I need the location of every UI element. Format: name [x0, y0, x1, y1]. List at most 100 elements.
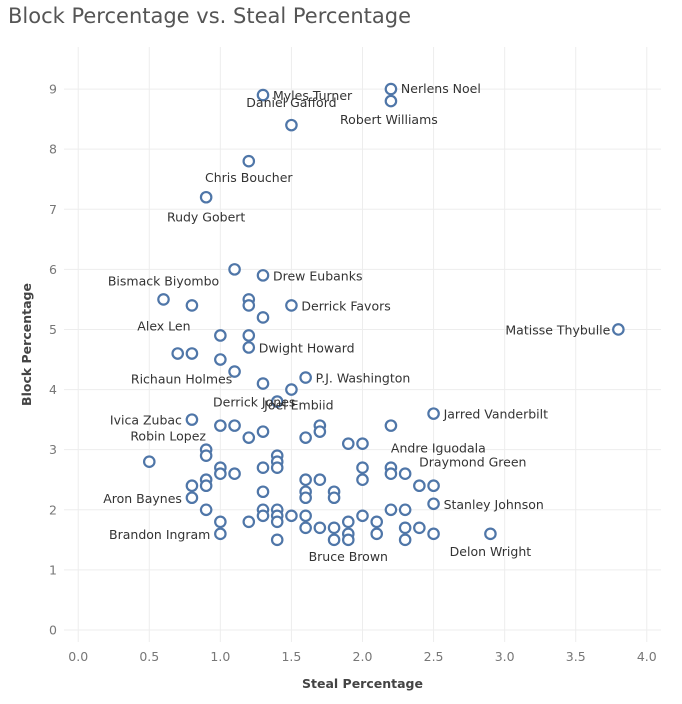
y-tick-label: 6: [49, 262, 57, 277]
chart-title: Block Percentage vs. Steal Percentage: [8, 4, 411, 28]
data-point: [384, 82, 398, 96]
data-point: [285, 383, 298, 396]
x-tick-label: 1.0: [210, 649, 230, 664]
data-point: [356, 473, 369, 487]
data-point: [256, 425, 270, 438]
point-label: Bismack Biyombo: [108, 273, 219, 288]
y-axis-ticks: 0 1 2 3 4 5 6 7 8 9: [49, 82, 57, 638]
data-point: [228, 419, 241, 432]
data-point: [313, 473, 327, 487]
data-point: [256, 311, 270, 324]
x-axis-ticks: 0.0 0.5 1.0 1.5 2.0 2.5 3.0 3.5 4.0: [68, 649, 656, 664]
data-point: [171, 347, 185, 360]
data-point: [214, 467, 227, 481]
data-point: [427, 407, 440, 420]
data-point: [384, 467, 398, 481]
data-point: [242, 515, 256, 529]
point-label: Daniel Gafford: [246, 95, 336, 110]
data-point: [398, 503, 412, 517]
data-point: [199, 479, 213, 493]
data-point: [384, 503, 398, 517]
point-label: Alex Len: [137, 318, 190, 333]
y-tick-label: 5: [49, 322, 57, 337]
data-point: [142, 455, 156, 468]
data-point: [327, 533, 341, 547]
data-point: [398, 521, 412, 535]
data-point: [256, 269, 270, 282]
data-point: [228, 467, 241, 481]
data-point: [214, 353, 227, 366]
data-point: [398, 533, 412, 547]
x-tick-label: 3.0: [495, 649, 515, 664]
data-point: [270, 515, 284, 529]
point-label: P.J. Washington: [316, 371, 411, 386]
data-point: [242, 154, 256, 168]
y-tick-label: 0: [49, 622, 57, 637]
point-labels: Nerlens Noel Myles Turner Robert Williams D…: [103, 81, 610, 564]
grid: [64, 47, 661, 642]
data-point: [398, 467, 412, 481]
point-label: Joel Embiid: [263, 398, 333, 413]
data-point: [185, 413, 199, 426]
data-point: [256, 377, 270, 390]
point-label: Matisse Thybulle: [505, 322, 610, 337]
data-point: [270, 533, 284, 547]
data-point: [242, 341, 256, 354]
point-label: Draymond Green: [419, 455, 526, 470]
point-label: Derrick Jones: [213, 395, 295, 410]
point-label: Jarred Vanderbilt: [443, 407, 549, 422]
data-point: [427, 527, 440, 541]
data-point: [185, 347, 199, 360]
data-point: [214, 515, 227, 529]
data-point: [299, 509, 312, 523]
data-point: [299, 491, 312, 505]
data-point: [185, 479, 199, 493]
data-point: [413, 521, 426, 535]
data-point: [256, 509, 270, 523]
data-point: [228, 365, 241, 378]
data-point: [199, 190, 213, 204]
data-point: [313, 521, 327, 535]
x-tick-label: 1.5: [281, 649, 301, 664]
data-point: [199, 503, 213, 517]
y-tick-label: 4: [49, 382, 57, 397]
data-point: [214, 419, 227, 432]
data-point: [157, 293, 170, 306]
data-point: [370, 515, 384, 529]
point-label: Rudy Gobert: [167, 209, 245, 224]
data-point: [341, 437, 355, 450]
data-point: [228, 263, 241, 276]
point-label: Richaun Holmes: [131, 372, 232, 387]
y-tick-label: 3: [49, 442, 57, 457]
data-point: [270, 395, 284, 408]
point-label: Bruce Brown: [309, 549, 388, 564]
point-label: Robin Lopez: [130, 429, 206, 444]
data-point: [612, 323, 625, 336]
x-tick-label: 2.0: [353, 649, 373, 664]
data-point: [256, 461, 270, 475]
x-tick-label: 0.5: [139, 649, 159, 664]
point-label: Andre Iguodala: [391, 441, 486, 456]
data-point: [242, 299, 256, 312]
point-label: Chris Boucher: [205, 170, 293, 185]
point-label: Derrick Favors: [301, 298, 390, 313]
data-point: [370, 527, 384, 541]
point-label: Nerlens Noel: [401, 81, 481, 96]
point-label: Myles Turner: [273, 88, 353, 103]
point-label: Stanley Johnson: [444, 497, 544, 512]
data-point: [427, 497, 440, 511]
data-point: [185, 299, 199, 312]
data-point: [270, 461, 284, 475]
data-point: [313, 425, 327, 438]
data-point: [384, 94, 398, 108]
data-point: [427, 479, 440, 493]
y-axis-label: Block Percentage: [19, 283, 34, 406]
data-point: [341, 533, 355, 547]
data-point: [384, 419, 398, 432]
x-tick-label: 4.0: [637, 649, 657, 664]
data-point: [356, 437, 369, 450]
data-point: [299, 371, 312, 384]
x-tick-label: 2.5: [424, 649, 444, 664]
